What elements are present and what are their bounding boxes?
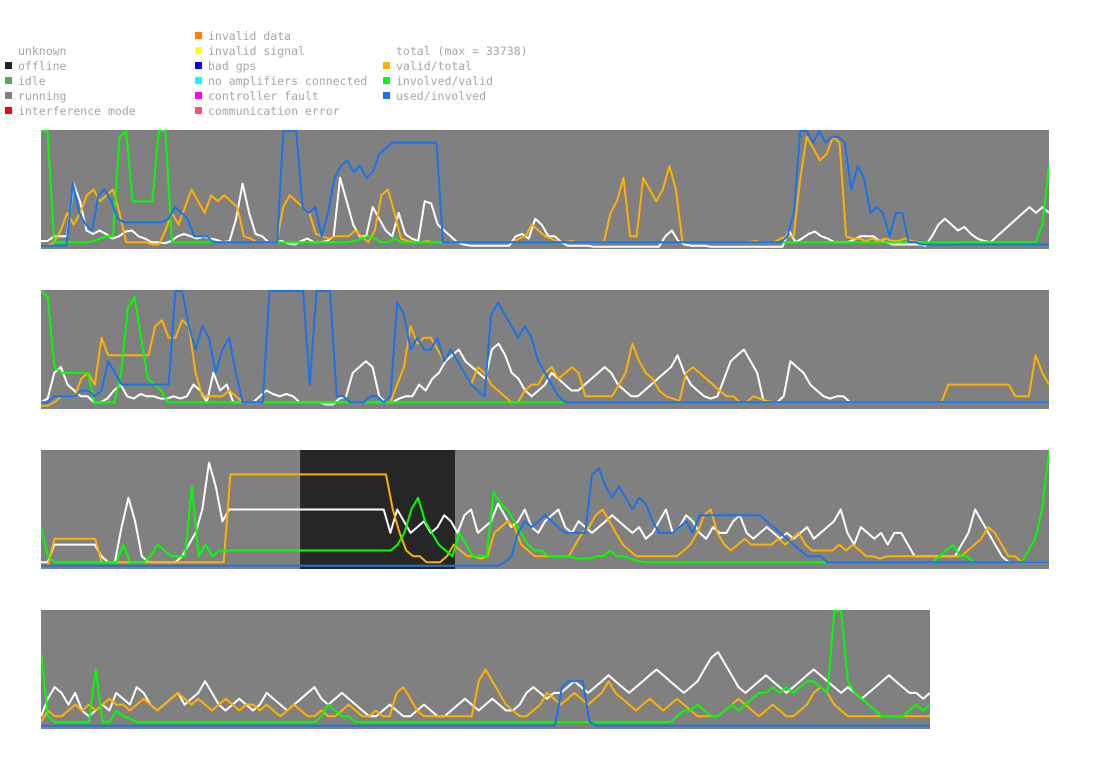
legend-label: total (max = 33738) bbox=[396, 44, 528, 58]
legend-swatch bbox=[5, 62, 12, 69]
legend-label: controller fault bbox=[208, 89, 319, 103]
series-line-valid-per-total bbox=[41, 135, 1049, 247]
legend-swatch bbox=[383, 77, 390, 84]
series-line-used-per-involved bbox=[41, 130, 1049, 247]
series-line-used-per-involved bbox=[41, 290, 1049, 404]
status-band-running bbox=[455, 450, 1049, 569]
series-line-total bbox=[41, 651, 930, 718]
series-line-used-per-involved bbox=[41, 467, 1049, 567]
legend-label: used/involved bbox=[396, 89, 487, 103]
legend-label: running bbox=[18, 89, 67, 103]
legend-swatch bbox=[5, 107, 12, 114]
legend-label: bad gps bbox=[208, 59, 257, 73]
timeline-chart-1 bbox=[41, 130, 1049, 249]
legend-swatch bbox=[5, 92, 12, 99]
legend-swatch bbox=[195, 62, 202, 69]
series-line-valid-per-total bbox=[41, 668, 930, 723]
legend-label: invalid signal bbox=[208, 44, 305, 58]
legend-label: valid/total bbox=[396, 59, 473, 73]
legend-swatch bbox=[195, 32, 202, 39]
legend-label: no amplifiers connected bbox=[208, 74, 368, 88]
legend-label: invalid data bbox=[208, 29, 292, 43]
legend-label: offline bbox=[18, 59, 67, 73]
timeline-chart-3 bbox=[41, 450, 1049, 569]
legend-swatch bbox=[383, 62, 390, 69]
legend: unknown offline idle running interference mo… bbox=[0, 0, 1095, 125]
legend-label: interference mode bbox=[18, 104, 136, 118]
legend-label: involved/valid bbox=[396, 74, 493, 88]
legend-label: idle bbox=[18, 74, 46, 88]
series-line-involved-per-valid bbox=[41, 610, 930, 724]
timeline-chart-2 bbox=[41, 290, 1049, 409]
timeline-chart-4 bbox=[41, 610, 930, 729]
series-line-used-per-involved bbox=[41, 680, 930, 727]
legend-label: communication error bbox=[208, 104, 340, 118]
series-line-valid-per-total bbox=[41, 473, 1049, 567]
legend-label: unknown bbox=[18, 44, 67, 58]
series-line-total bbox=[41, 461, 1049, 564]
legend-swatch bbox=[5, 77, 12, 84]
legend-swatch bbox=[383, 92, 390, 99]
legend-swatch bbox=[195, 47, 202, 54]
legend-swatch bbox=[195, 107, 202, 114]
legend-swatch bbox=[195, 77, 202, 84]
legend-swatch bbox=[195, 92, 202, 99]
